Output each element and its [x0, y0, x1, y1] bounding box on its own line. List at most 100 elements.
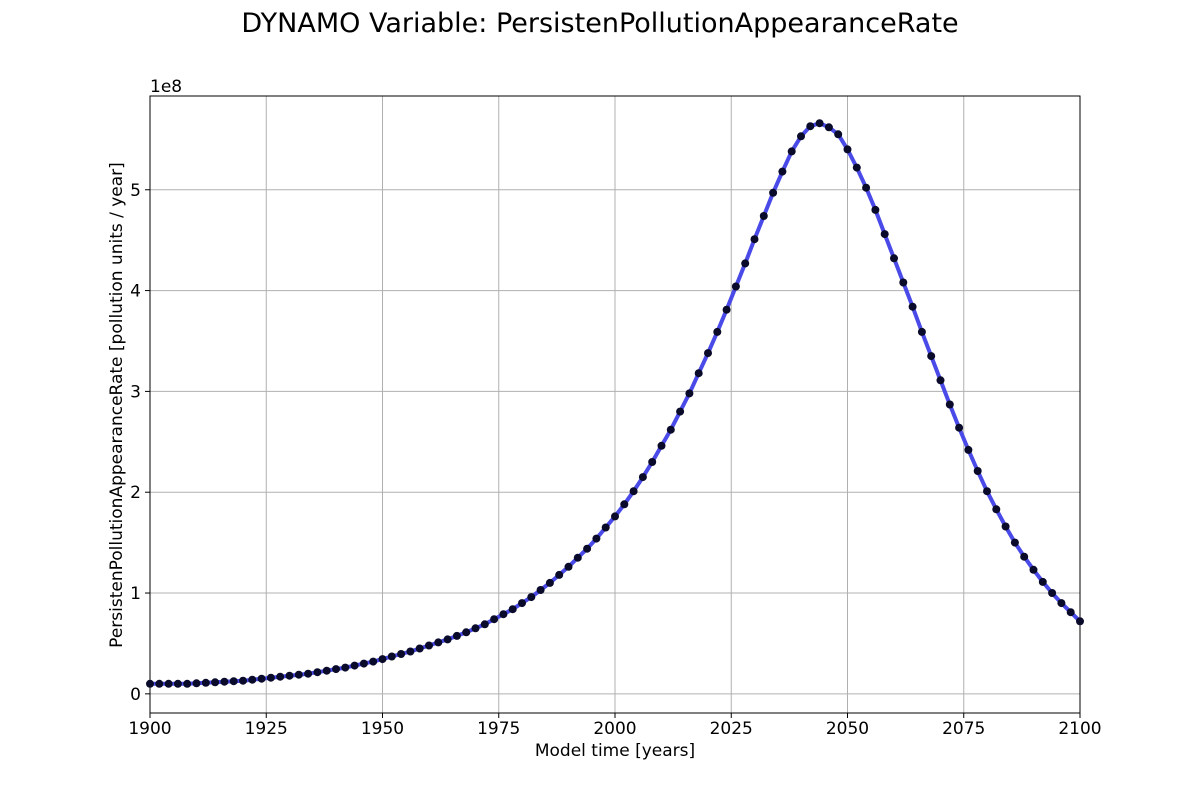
data-point — [397, 650, 406, 658]
data-point — [229, 677, 238, 686]
data-point — [1038, 577, 1047, 586]
data-point — [778, 167, 787, 176]
data-point — [220, 677, 229, 686]
data-point — [1066, 608, 1075, 617]
data-point — [583, 544, 592, 553]
data-point — [480, 620, 489, 629]
data-point — [173, 679, 182, 688]
data-point — [797, 132, 805, 141]
data-point — [899, 278, 908, 287]
data-point — [890, 254, 898, 263]
data-point — [834, 130, 843, 139]
data-point — [936, 376, 945, 385]
data-point — [164, 679, 173, 688]
x-tick-label: 1925 — [245, 719, 288, 739]
data-point — [750, 235, 759, 244]
data-point — [387, 652, 396, 661]
data-point — [276, 672, 285, 681]
data-point — [201, 678, 210, 687]
y-tick-label: 1 — [130, 584, 141, 604]
data-point — [1010, 538, 1019, 547]
data-point — [1001, 522, 1010, 531]
data-point — [192, 679, 201, 688]
data-point — [425, 641, 433, 650]
data-point — [601, 523, 610, 532]
data-point — [573, 553, 582, 562]
data-point — [146, 679, 154, 688]
series-layer — [146, 119, 1084, 688]
data-point — [806, 122, 815, 131]
data-point — [927, 352, 936, 361]
data-point — [322, 666, 331, 675]
data-point — [304, 669, 313, 678]
data-point — [666, 425, 675, 434]
chart-title: DYNAMO Variable: PersistenPollutionAppea… — [241, 8, 959, 39]
data-point — [694, 369, 703, 378]
data-point — [443, 635, 452, 644]
data-point — [1029, 565, 1038, 574]
data-point — [815, 119, 824, 128]
data-point — [415, 644, 424, 653]
data-point — [769, 188, 778, 197]
axis-ticks: 1900 1925 1950 1975 2000 2025 2050 2075 2100 0 1 2 3… — [128, 181, 1101, 739]
data-point — [611, 512, 619, 521]
data-point — [518, 599, 526, 608]
data-point — [1048, 589, 1057, 597]
data-point — [332, 665, 340, 674]
y-tick-label: 3 — [130, 382, 141, 402]
x-tick-label: 2025 — [710, 719, 753, 739]
x-tick-label: 1950 — [361, 719, 404, 739]
x-tick-label: 2050 — [826, 719, 869, 739]
data-point — [824, 123, 833, 132]
data-point — [880, 230, 889, 239]
data-point — [983, 487, 991, 496]
data-point — [350, 661, 359, 670]
data-point — [992, 505, 1001, 514]
data-point — [685, 389, 694, 398]
data-point — [462, 628, 471, 637]
data-point — [369, 657, 378, 666]
x-tick-label: 2100 — [1058, 719, 1101, 739]
data-point — [759, 212, 768, 220]
data-point — [471, 624, 480, 633]
x-axis-label: Model time [years] — [535, 741, 695, 761]
data-point — [1076, 617, 1084, 626]
data-point — [508, 605, 517, 614]
x-tick-label: 2075 — [942, 719, 985, 739]
data-point — [452, 631, 461, 640]
data-point — [294, 670, 303, 679]
data-point — [648, 458, 657, 466]
y-tick-label: 0 — [130, 685, 141, 705]
data-point — [341, 663, 350, 672]
data-point — [555, 570, 564, 579]
data-point — [378, 655, 387, 664]
data-point — [638, 473, 647, 482]
data-point — [704, 349, 712, 358]
y-tick-label: 5 — [130, 181, 141, 201]
data-point — [973, 467, 982, 475]
data-point — [313, 668, 322, 677]
y-axis-label: PersistenPollutionAppearanceRate [pollut… — [107, 162, 127, 648]
y-tick-label: 2 — [130, 483, 141, 503]
data-point — [722, 305, 731, 314]
data-point — [843, 145, 852, 154]
y-tick-label: 4 — [130, 282, 141, 302]
data-point — [155, 679, 164, 688]
data-point — [1057, 599, 1066, 608]
data-point — [731, 282, 740, 291]
data-point — [964, 445, 973, 454]
data-point — [183, 679, 192, 688]
data-point — [862, 183, 871, 192]
data-point — [545, 578, 554, 587]
data-point — [741, 259, 750, 268]
data-point — [499, 610, 508, 619]
data-point — [527, 593, 536, 602]
y-multiplier-label: 1e8 — [150, 77, 182, 97]
data-point — [1020, 552, 1029, 561]
data-point — [211, 678, 220, 687]
data-point — [406, 647, 415, 656]
data-point — [285, 671, 294, 680]
data-point — [945, 400, 954, 409]
x-tick-label: 2000 — [593, 719, 636, 739]
